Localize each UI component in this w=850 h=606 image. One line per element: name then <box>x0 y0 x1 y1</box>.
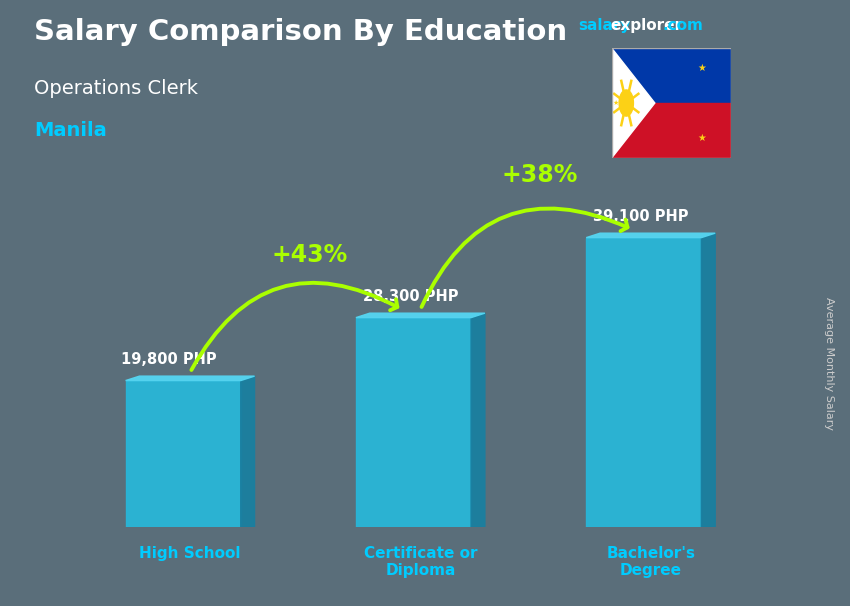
Polygon shape <box>126 381 241 527</box>
Text: Manila: Manila <box>34 121 107 140</box>
Polygon shape <box>612 48 731 103</box>
Polygon shape <box>612 48 654 158</box>
Polygon shape <box>586 238 701 527</box>
Polygon shape <box>356 313 484 318</box>
Polygon shape <box>471 313 484 527</box>
Text: ★: ★ <box>613 100 620 106</box>
Polygon shape <box>612 103 731 158</box>
Text: 28,300 PHP: 28,300 PHP <box>363 289 458 304</box>
Text: Bachelor's
Degree: Bachelor's Degree <box>606 546 695 578</box>
Text: Certificate or
Diploma: Certificate or Diploma <box>364 546 477 578</box>
Text: Salary Comparison By Education: Salary Comparison By Education <box>34 18 567 46</box>
Polygon shape <box>356 318 471 527</box>
Text: +43%: +43% <box>272 242 348 267</box>
Text: Average Monthly Salary: Average Monthly Salary <box>824 297 834 430</box>
Polygon shape <box>241 376 254 527</box>
Text: salary: salary <box>578 18 631 33</box>
Text: ★: ★ <box>697 63 706 73</box>
Text: Operations Clerk: Operations Clerk <box>34 79 198 98</box>
Polygon shape <box>701 233 715 527</box>
Text: High School: High School <box>139 546 241 561</box>
Text: ★: ★ <box>697 133 706 143</box>
Text: 19,800 PHP: 19,800 PHP <box>121 352 217 367</box>
Polygon shape <box>619 90 633 116</box>
Text: .com: .com <box>662 18 703 33</box>
Text: 39,100 PHP: 39,100 PHP <box>593 209 688 224</box>
Text: +38%: +38% <box>502 162 578 187</box>
Text: explorer: explorer <box>610 18 683 33</box>
Polygon shape <box>586 233 715 238</box>
Polygon shape <box>126 376 254 381</box>
